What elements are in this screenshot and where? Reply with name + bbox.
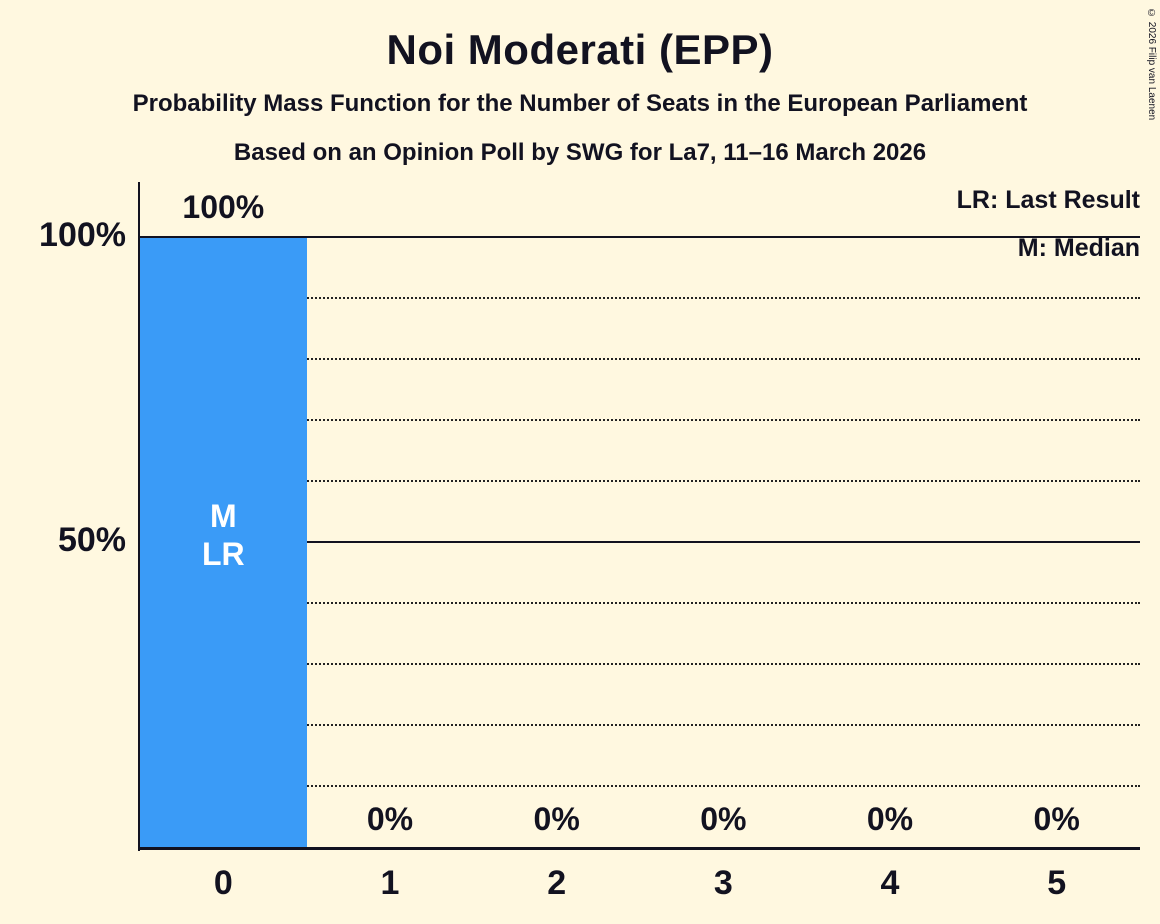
gridline-20pct	[140, 724, 1140, 726]
gridline-40pct	[140, 602, 1140, 604]
bar-value-label-4: 0%	[866, 801, 914, 837]
bar-annotation-line: M	[210, 498, 237, 534]
bar-value-label-2: 0%	[533, 801, 580, 837]
x-axis-line	[138, 847, 1140, 850]
y-axis-line	[138, 182, 140, 851]
copyright-text: © 2026 Filip van Laenen	[1146, 8, 1157, 121]
chart-subtitle: Probability Mass Function for the Number…	[132, 90, 1028, 117]
chart-title: Noi Moderati (EPP)	[386, 26, 774, 73]
gridline-70pct	[140, 419, 1140, 421]
legend-last-result: LR: Last Result	[956, 186, 1140, 214]
bar-value-label-0: 100%	[182, 189, 265, 225]
x-tick-label-2: 2	[547, 864, 567, 902]
bar-value-label-3: 0%	[700, 801, 747, 837]
gridline-100pct	[140, 236, 1140, 238]
gridline-50pct	[140, 541, 1140, 543]
plot-area: 100% 0% 0% 0% 0% 0% M LR	[140, 182, 1140, 848]
gridline-90pct	[140, 297, 1140, 299]
x-tick-label-5: 5	[1047, 864, 1067, 902]
bar-annotation-line: LR	[202, 535, 245, 572]
chart-source-line: Based on an Opinion Poll by SWG for La7,…	[233, 139, 927, 166]
gridline-80pct	[140, 358, 1140, 360]
bar-seats-0	[140, 238, 307, 848]
gridline-30pct	[140, 663, 1140, 665]
legend-median: M: Median	[1017, 234, 1140, 262]
x-tick-label-1: 1	[380, 864, 400, 902]
x-tick-label-4: 4	[880, 864, 900, 902]
gridline-10pct	[140, 785, 1140, 787]
bar-value-label-1: 0%	[366, 801, 414, 837]
y-axis-label-50: 50%	[57, 521, 126, 559]
x-tick-label-0: 0	[213, 864, 233, 902]
x-tick-label-3: 3	[713, 864, 733, 902]
bar-annotation-median-lastresult: M LR	[140, 498, 307, 574]
gridline-60pct	[140, 480, 1140, 482]
y-axis-label-100: 100%	[39, 216, 126, 254]
bar-value-label-5: 0%	[1033, 801, 1080, 837]
